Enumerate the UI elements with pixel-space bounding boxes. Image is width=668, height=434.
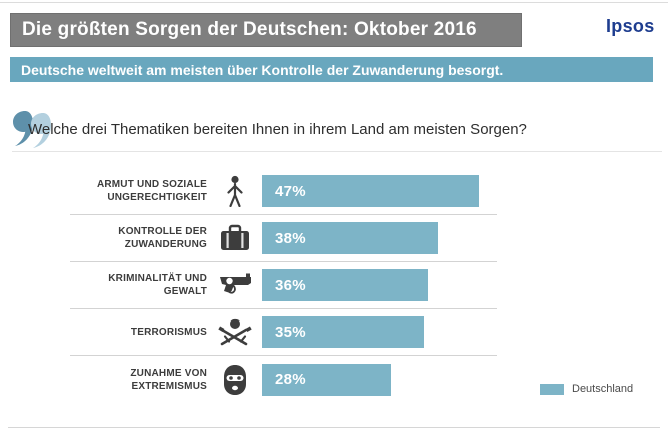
bar: 28% (262, 363, 391, 396)
terrorist-icon (217, 318, 252, 346)
row-icon-slot (207, 272, 262, 298)
question-text: Welche drei Thematiken bereiten Ihnen in… (28, 121, 527, 138)
bar: 38% (262, 222, 438, 254)
row-icon-slot (207, 175, 262, 207)
legend-label: Deutschland (572, 383, 634, 395)
category-label: Terrorismus (130, 326, 207, 338)
ipsos-logo: Ipsos (606, 16, 655, 36)
category-label: Zunahme von Extremismus (130, 367, 207, 392)
bottom-divider (8, 427, 660, 428)
bar-chart-row: Kontrolle der Zuwanderung 38% (70, 215, 497, 262)
bar-chart: Armut und soziale Ungerechtigkeit 47% Ko… (70, 168, 497, 403)
bar-value-label: 47% (275, 182, 306, 200)
bar-chart-row: Terrorismus 35% (70, 309, 497, 356)
bar-value-label: 28% (275, 371, 306, 388)
bar-value-label: 36% (275, 276, 306, 294)
top-divider (0, 2, 668, 3)
subtitle-bar: Deutsche weltweit am meisten über Kontro… (10, 57, 653, 82)
bar-chart-row: Kriminalität und Gewalt 36% (70, 262, 497, 309)
revolver-icon (219, 273, 251, 294)
page-title: Die größten Sorgen der Deutschen: Oktobe… (22, 19, 477, 40)
category-label: Armut und soziale Ungerechtigkeit (96, 179, 207, 203)
suitcase-icon (220, 224, 249, 250)
bar-value-label: 38% (275, 229, 306, 247)
row-icon-slot (207, 224, 262, 252)
legend: Deutschland (540, 381, 633, 397)
bar-value-label: 35% (275, 323, 306, 341)
bar: 47% (262, 175, 479, 207)
category-label: Kriminalität und Gewalt (108, 273, 207, 297)
legend-swatch (540, 383, 564, 395)
category-label: Kontrolle der Zuwanderung (118, 226, 207, 250)
row-icon-slot (207, 364, 262, 396)
bar-chart-row: Zunahme von Extremismus 28% (70, 356, 497, 403)
person-icon (226, 175, 243, 207)
bar: 35% (262, 316, 424, 348)
subtitle-text: Deutsche weltweit am meisten über Kontro… (21, 61, 504, 78)
quote-icon (12, 110, 54, 153)
balaclava-icon (223, 364, 246, 395)
bar: 36% (262, 269, 428, 301)
question-divider (12, 151, 662, 152)
row-icon-slot (207, 317, 262, 347)
title-bar: Die größten Sorgen der Deutschen: Oktobe… (10, 13, 522, 47)
bar-rows: Armut und soziale Ungerechtigkeit 47% Ko… (70, 168, 497, 403)
bar-chart-row: Armut und soziale Ungerechtigkeit 47% (70, 168, 497, 215)
